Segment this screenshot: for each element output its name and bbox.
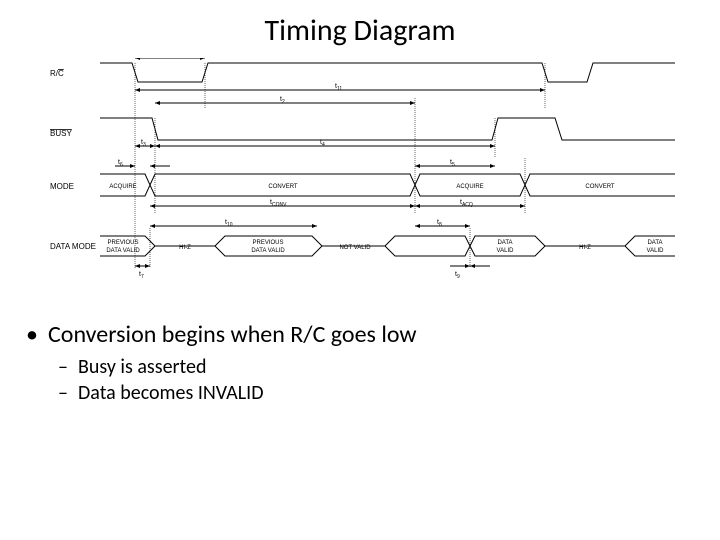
- dim-tconv: tCONV: [150, 199, 415, 208]
- data-valid-b: VALID: [497, 248, 515, 254]
- datamode-label: DATA MODE: [50, 242, 96, 251]
- dim-t1: t1: [135, 58, 205, 60]
- data-valid2b: VALID: [647, 248, 665, 254]
- mode-label: MODE: [50, 182, 74, 191]
- svg-text:tCONV: tCONV: [270, 199, 287, 208]
- svg-text:t9: t9: [455, 271, 460, 280]
- dim-t5: t5: [415, 159, 495, 168]
- svg-text:tACQ: tACQ: [460, 199, 473, 208]
- slide-title: Timing Diagram: [0, 12, 720, 49]
- busy-wave: [100, 118, 675, 140]
- svg-text:t2: t2: [280, 96, 285, 105]
- svg-text:t10: t10: [225, 219, 233, 228]
- bullet-sub1: Busy is asserted: [26, 355, 686, 379]
- bullet-list: Conversion begins when R/C goes low Busy…: [26, 320, 686, 407]
- rc-label: R/C: [50, 69, 64, 78]
- data-prev2a: PREVIOUS: [252, 240, 283, 246]
- svg-text:t11: t11: [335, 83, 342, 92]
- data-valid2a: DATA: [647, 240, 662, 246]
- bullet-main: Conversion begins when R/C goes low: [26, 320, 686, 349]
- dim-t8: t8: [415, 219, 470, 228]
- timing-diagram: R/C BUSY MODE ACQUIRE CONVERT ACQUIRE CO…: [45, 58, 685, 293]
- svg-text:t5: t5: [450, 159, 455, 168]
- svg-text:t8: t8: [437, 219, 442, 228]
- data-hiz1: HI-Z: [179, 245, 191, 251]
- dim-t6: t6: [115, 159, 170, 168]
- data-valid-a: DATA: [497, 240, 512, 246]
- dim-t10: t10: [150, 219, 317, 228]
- busy-label: BUSY: [50, 129, 72, 138]
- svg-text:t7: t7: [139, 271, 144, 280]
- data-prev1a: PREVIOUS: [107, 240, 138, 246]
- mode-acquire1: ACQUIRE: [109, 184, 136, 190]
- mode-acquire2: ACQUIRE: [456, 184, 483, 190]
- data-hiz2: HI-Z: [579, 245, 591, 251]
- dim-tacq: tACQ: [415, 199, 525, 208]
- dim-t7: t7: [135, 264, 150, 280]
- bullet-sub2: Data becomes INVALID: [26, 381, 686, 405]
- dim-t11: t11: [135, 83, 545, 92]
- rc-wave: [100, 63, 675, 82]
- data-prev2b: DATA VALID: [251, 248, 285, 254]
- svg-text:t6: t6: [118, 159, 123, 168]
- dim-t3: t3: [135, 139, 155, 148]
- data-notvalid: NOT VALID: [339, 245, 371, 251]
- svg-text:t3: t3: [141, 139, 146, 148]
- dim-t9: t9: [450, 264, 490, 280]
- mode-convert1: CONVERT: [268, 184, 298, 190]
- mode-convert2: CONVERT: [585, 184, 615, 190]
- dim-t2: t2: [155, 96, 415, 105]
